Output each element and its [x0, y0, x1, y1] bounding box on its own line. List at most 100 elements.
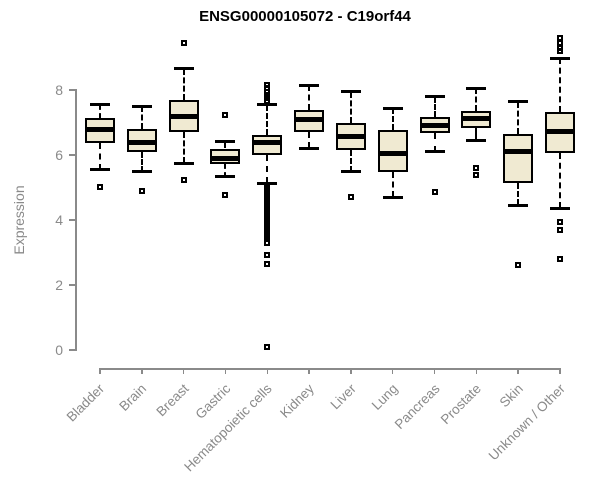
- lower-whisker-cap: [424, 150, 445, 154]
- median-line: [421, 122, 448, 128]
- upper-whisker-line: [391, 108, 394, 130]
- median-line: [463, 116, 490, 122]
- upper-whisker-line: [433, 96, 436, 117]
- upper-whisker-line: [559, 58, 561, 112]
- lower-whisker-line: [391, 171, 394, 198]
- lower-whisker-line: [517, 182, 520, 206]
- x-tick-label: Skin: [496, 381, 526, 411]
- y-tick-label: 0: [55, 342, 63, 358]
- x-axis-tick: [99, 368, 101, 374]
- outlier-point: [264, 240, 271, 247]
- upper-whisker-line: [266, 104, 269, 135]
- box-skin: [503, 134, 534, 183]
- outlier-point: [347, 193, 354, 200]
- y-axis-tick: [69, 284, 75, 286]
- lower-whisker-cap: [215, 175, 236, 179]
- outlier-point: [515, 261, 522, 268]
- outlier-point: [264, 260, 271, 267]
- y-axis-label: Expression: [11, 185, 27, 255]
- upper-whisker-line: [475, 88, 478, 112]
- lower-whisker-cap: [382, 195, 403, 199]
- outlier-point: [264, 343, 271, 350]
- lower-whisker-line: [182, 131, 185, 164]
- x-tick-label: Lung: [368, 381, 401, 413]
- outlier-point: [557, 218, 563, 225]
- y-tick-label: 4: [55, 212, 63, 228]
- upper-whisker-line: [140, 106, 143, 129]
- outlier-point: [180, 177, 187, 184]
- lower-whisker-cap: [90, 168, 110, 172]
- x-tick-label: Brain: [116, 381, 150, 414]
- chart-title: ENSG00000105072 - C19orf44: [199, 8, 411, 25]
- upper-whisker-line: [224, 141, 227, 149]
- x-tick-label: Unknown / Other: [485, 381, 568, 464]
- outlier-point: [180, 39, 187, 46]
- lower-whisker-line: [140, 151, 143, 172]
- outlier-point: [473, 172, 480, 179]
- y-axis-line: [75, 89, 77, 351]
- lower-whisker-cap: [466, 138, 487, 142]
- x-axis-tick: [308, 368, 310, 374]
- x-tick-label: Kidney: [276, 381, 317, 421]
- y-axis-tick: [69, 349, 75, 351]
- upper-whisker-cap: [299, 83, 320, 87]
- median-line: [254, 139, 281, 145]
- lower-whisker-line: [433, 133, 436, 152]
- outlier-point: [222, 112, 229, 119]
- upper-whisker-cap: [550, 56, 570, 60]
- upper-whisker-cap: [131, 104, 152, 108]
- upper-whisker-cap: [508, 100, 529, 104]
- lower-whisker-line: [349, 150, 352, 172]
- x-axis-tick: [433, 368, 436, 374]
- outlier-point: [264, 251, 271, 258]
- upper-whisker-line: [182, 68, 185, 100]
- outlier-point: [138, 188, 145, 195]
- upper-whisker-line: [99, 104, 101, 118]
- upper-whisker-line: [349, 91, 352, 124]
- median-line: [337, 134, 364, 140]
- median-line: [379, 150, 406, 156]
- x-axis-tick: [559, 368, 561, 374]
- median-line: [505, 148, 532, 154]
- x-axis-tick: [141, 368, 143, 374]
- lower-whisker-line: [475, 127, 478, 141]
- upper-whisker-line: [517, 101, 520, 135]
- median-line: [547, 129, 573, 135]
- box-lung: [377, 129, 408, 172]
- y-axis-tick: [69, 219, 75, 221]
- x-tick-label: Breast: [153, 381, 192, 420]
- outlier-point: [557, 48, 563, 54]
- lower-whisker-line: [224, 164, 227, 177]
- y-tick-label: 8: [55, 82, 63, 98]
- lower-whisker-cap: [340, 170, 361, 174]
- x-tick-label: Bladder: [64, 381, 108, 425]
- x-tick-label: Pancreas: [391, 381, 443, 432]
- x-axis-tick: [224, 368, 227, 374]
- lower-whisker-cap: [131, 170, 152, 174]
- lower-whisker-cap: [257, 181, 278, 185]
- y-axis-tick: [69, 89, 75, 91]
- median-line: [212, 155, 239, 161]
- x-tick-label: Liver: [327, 381, 359, 413]
- upper-whisker-cap: [340, 90, 361, 94]
- lower-whisker-cap: [299, 147, 320, 150]
- upper-whisker-cap: [173, 67, 194, 71]
- outlier-point: [557, 256, 563, 262]
- y-tick-label: 6: [55, 147, 63, 163]
- median-line: [87, 127, 113, 133]
- outlier-point: [222, 191, 229, 198]
- lower-whisker-cap: [173, 161, 194, 165]
- upper-whisker-cap: [382, 106, 403, 110]
- upper-whisker-cap: [424, 95, 445, 99]
- upper-whisker-cap: [215, 140, 236, 144]
- x-axis-tick: [350, 368, 352, 374]
- upper-whisker-line: [308, 85, 311, 110]
- median-line: [170, 114, 197, 120]
- outlier-point: [264, 98, 271, 105]
- upper-whisker-cap: [257, 103, 278, 107]
- upper-whisker-cap: [466, 86, 487, 90]
- lower-whisker-cap: [508, 203, 529, 207]
- lower-whisker-line: [99, 143, 101, 170]
- lower-whisker-cap: [550, 206, 570, 210]
